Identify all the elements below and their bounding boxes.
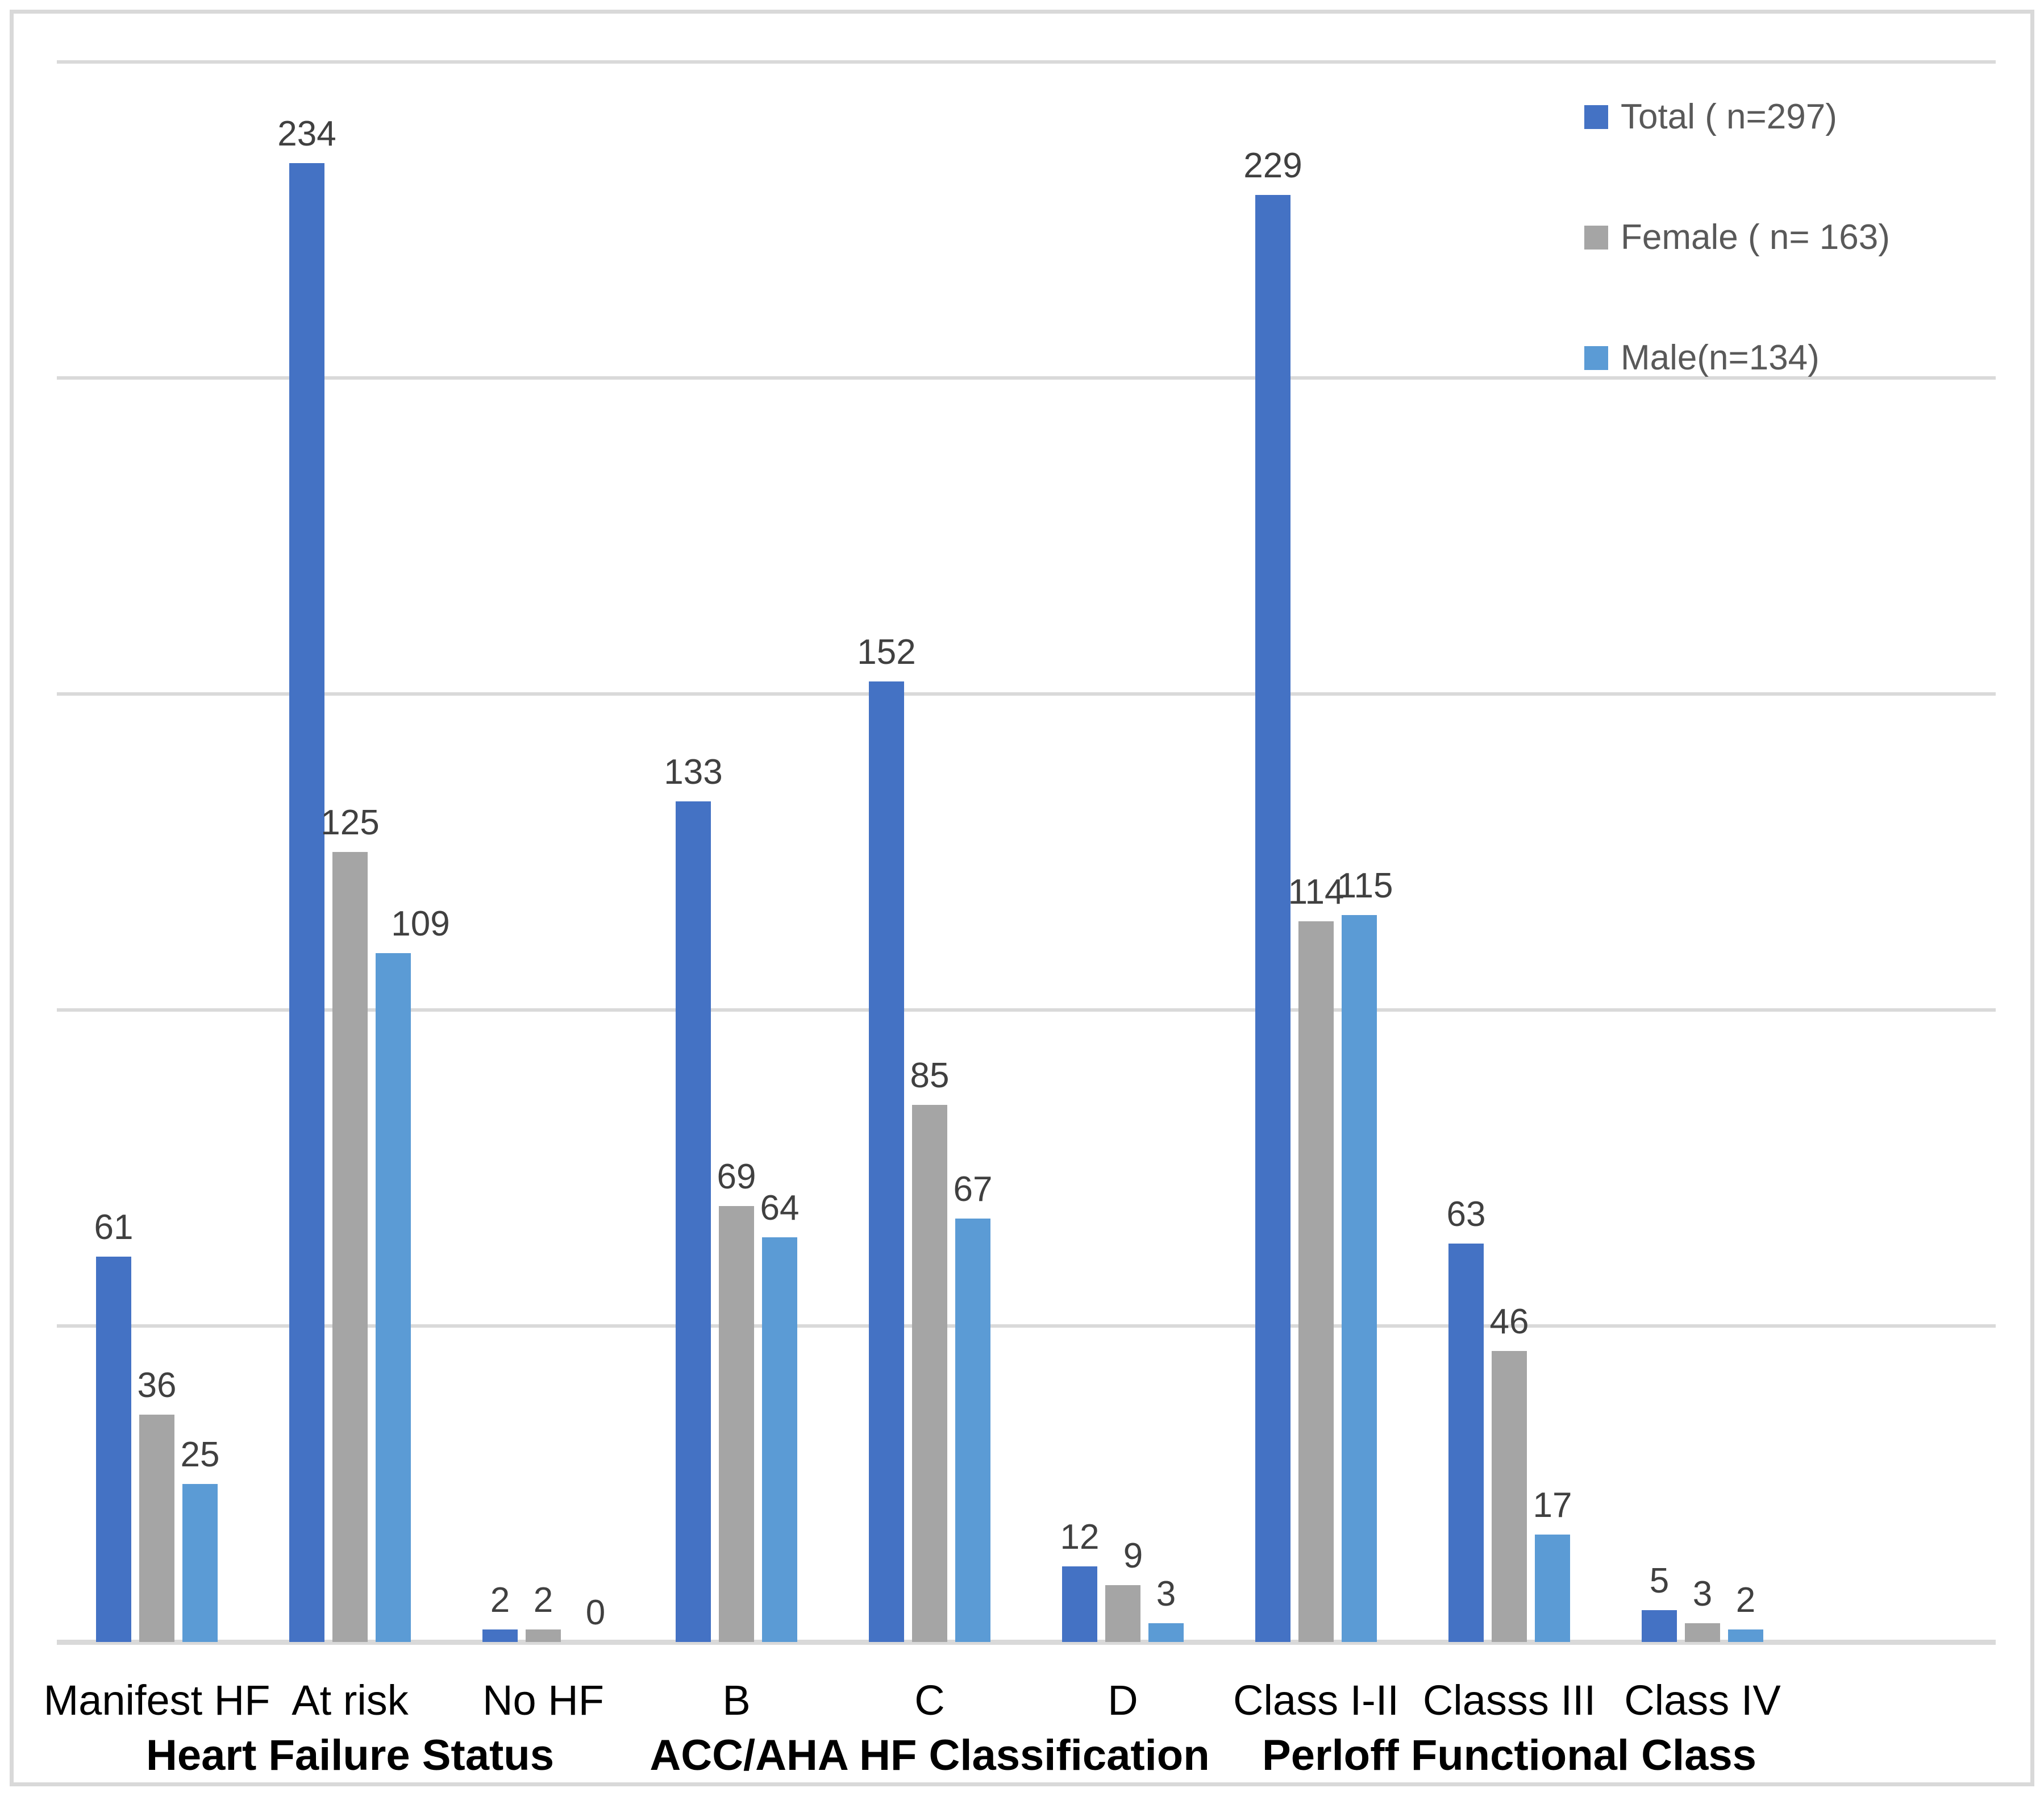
- bar-female-d: [1105, 1585, 1140, 1642]
- bar-female-no-hf: [526, 1629, 561, 1642]
- x-axis-label-classs-iii: Classs III: [1422, 1677, 1596, 1724]
- value-label-male-b: 64: [760, 1188, 800, 1228]
- value-label-total-class-i-ii: 229: [1243, 146, 1302, 185]
- bar-total-class-iv: [1642, 1610, 1677, 1642]
- value-label-total-class-iv: 5: [1649, 1561, 1670, 1600]
- legend-label-total: Total ( n=297): [1621, 97, 1837, 136]
- value-label-male-classs-iii: 17: [1533, 1486, 1572, 1525]
- x-axis-group-label-acc-aha-hf-classification: ACC/AHA HF Classification: [650, 1731, 1210, 1780]
- value-label-total-c: 152: [857, 633, 916, 672]
- gridline-200: [57, 376, 1996, 380]
- value-label-female-class-i-ii: 114: [1288, 872, 1344, 912]
- bar-female-class-i-ii: [1298, 921, 1334, 1642]
- legend-item-male: Male(n=134): [1584, 338, 1890, 394]
- value-label-total-classs-iii: 63: [1446, 1195, 1486, 1234]
- bar-total-b: [676, 801, 711, 1642]
- value-label-male-at-risk: 109: [391, 904, 450, 943]
- legend: Total ( n=297) Female ( n= 163) Male(n=1…: [1584, 97, 1890, 458]
- value-label-total-b: 133: [664, 753, 723, 792]
- bar-female-c: [912, 1105, 947, 1642]
- legend-swatch-female: [1584, 225, 1608, 250]
- gridline-150: [57, 692, 1996, 696]
- legend-label-female: Female ( n= 163): [1621, 218, 1890, 257]
- value-label-female-c: 85: [910, 1056, 950, 1095]
- value-label-male-class-iv: 2: [1735, 1581, 1756, 1620]
- value-label-female-class-iv: 3: [1692, 1574, 1713, 1614]
- x-axis-group-label-perloff-functional-class: Perloff Functional Class: [1262, 1731, 1756, 1780]
- x-axis-label-c: C: [914, 1677, 945, 1724]
- value-label-male-no-hf: 0: [585, 1593, 606, 1632]
- x-axis-line: [57, 1640, 1996, 1645]
- value-label-male-c: 67: [953, 1170, 993, 1209]
- bar-total-at-risk: [289, 163, 324, 1642]
- bar-male-c: [955, 1219, 990, 1642]
- value-label-male-d: 3: [1156, 1574, 1176, 1614]
- bar-total-manifest-hf: [96, 1257, 131, 1642]
- value-label-total-at-risk: 234: [277, 114, 336, 153]
- bar-male-b: [762, 1237, 797, 1642]
- bar-female-at-risk: [332, 852, 368, 1642]
- value-label-female-manifest-hf: 36: [137, 1366, 177, 1405]
- x-axis-label-manifest-hf: Manifest HF: [43, 1677, 270, 1724]
- gridline-250: [57, 60, 1996, 64]
- bar-total-class-i-ii: [1255, 195, 1290, 1642]
- gridline-100: [57, 1008, 1996, 1012]
- x-axis-label-at-risk: At risk: [292, 1677, 409, 1724]
- bar-total-no-hf: [482, 1629, 518, 1642]
- bar-female-manifest-hf: [139, 1415, 174, 1642]
- legend-swatch-male: [1584, 346, 1608, 370]
- bar-female-classs-iii: [1492, 1351, 1527, 1642]
- bar-female-class-iv: [1685, 1623, 1720, 1642]
- value-label-total-d: 12: [1060, 1518, 1100, 1557]
- value-label-female-b: 69: [717, 1157, 756, 1196]
- value-label-male-manifest-hf: 25: [180, 1435, 220, 1474]
- bar-male-at-risk: [376, 953, 411, 1642]
- legend-swatch-total: [1584, 105, 1608, 129]
- gridline-50: [57, 1324, 1996, 1328]
- value-label-female-classs-iii: 46: [1489, 1302, 1529, 1341]
- bar-total-d: [1062, 1566, 1097, 1642]
- bar-male-classs-iii: [1535, 1535, 1570, 1642]
- x-axis-label-class-i-ii: Class I-II: [1233, 1677, 1399, 1724]
- bar-male-class-iv: [1728, 1629, 1763, 1642]
- legend-item-female: Female ( n= 163): [1584, 217, 1890, 274]
- x-axis-label-no-hf: No HF: [482, 1677, 604, 1724]
- bar-female-b: [719, 1206, 754, 1642]
- value-label-female-no-hf: 2: [533, 1581, 553, 1620]
- value-label-total-manifest-hf: 61: [94, 1208, 134, 1247]
- x-axis-group-label-heart-failure-status: Heart Failure Status: [146, 1731, 554, 1780]
- bar-male-manifest-hf: [182, 1484, 218, 1642]
- x-axis-label-d: D: [1108, 1677, 1138, 1724]
- chart-outer-border: [10, 10, 2034, 1786]
- x-axis-label-b: B: [722, 1677, 751, 1724]
- value-label-female-at-risk: 125: [320, 803, 380, 842]
- x-axis-label-class-iv: Class IV: [1624, 1677, 1781, 1724]
- value-label-female-d: 9: [1123, 1536, 1143, 1575]
- bar-total-classs-iii: [1448, 1244, 1484, 1642]
- legend-item-total: Total ( n=297): [1584, 97, 1890, 153]
- bar-male-d: [1148, 1623, 1184, 1642]
- value-label-total-no-hf: 2: [490, 1581, 510, 1620]
- bar-total-c: [869, 681, 904, 1642]
- bar-male-class-i-ii: [1342, 915, 1377, 1642]
- value-label-male-class-i-ii: 115: [1337, 866, 1393, 905]
- legend-label-male: Male(n=134): [1621, 338, 1820, 377]
